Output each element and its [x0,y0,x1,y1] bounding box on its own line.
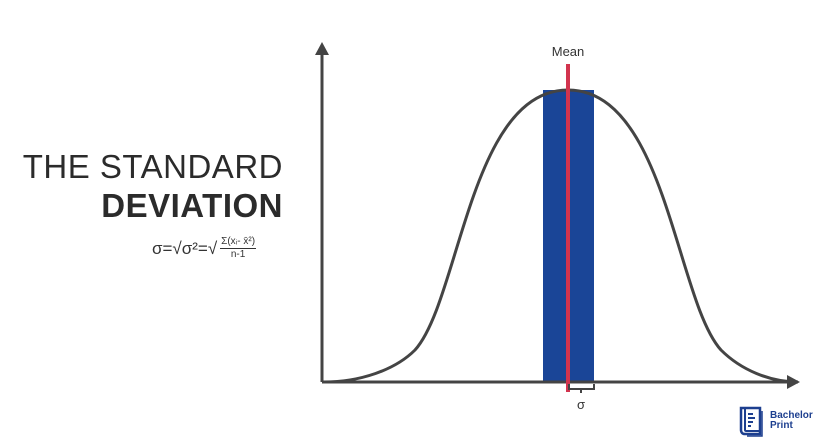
y-axis-arrow [315,42,329,55]
sigma-label: σ [577,397,585,412]
formula-numerator: Σ(xᵢ- x̄²) [220,236,257,249]
formula-lhs: σ=√σ²=√ [152,238,218,258]
book-icon [739,406,763,437]
x-axis-arrow [787,375,800,389]
bachelorprint-logo: Bachelor Print [738,405,813,437]
mean-label: Mean [552,44,585,59]
formula: σ=√σ²=√ Σ(xᵢ- x̄²) n-1 [152,236,257,261]
sigma-bracket [568,384,595,393]
title-block: THE STANDARD DEVIATION [23,148,283,226]
title-line-1: THE STANDARD [22,148,283,185]
logo-text: Bachelor Print [770,411,813,431]
formula-fraction: Σ(xᵢ- x̄²) n-1 [220,236,257,261]
title-line-2: DEVIATION [101,187,283,224]
logo-line-1: Bachelor [770,410,813,421]
logo-line-2: Print [770,420,793,431]
formula-denominator: n-1 [230,249,246,260]
